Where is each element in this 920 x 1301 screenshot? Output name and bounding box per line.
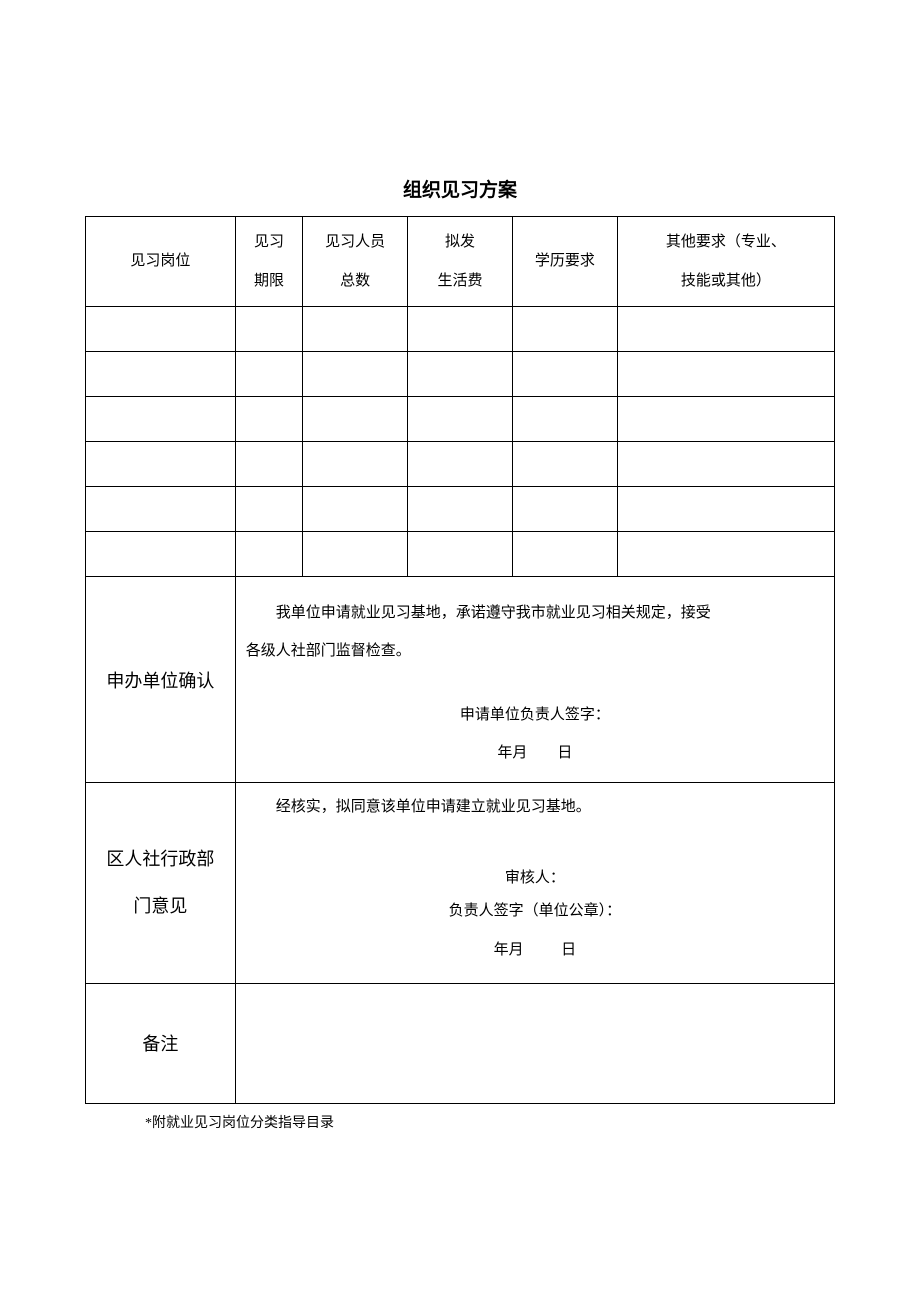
- header-col1: 见习岗位: [86, 217, 236, 307]
- cell: [408, 397, 513, 442]
- confirm-text1: 我单位申请就业见习基地，承诺遵守我市就业见习相关规定，接受: [246, 595, 824, 633]
- confirm-ym: 年月: [497, 745, 527, 761]
- header-col2-line2: 期限: [254, 273, 284, 289]
- spacer: [246, 670, 824, 697]
- cell: [303, 487, 408, 532]
- cell: [303, 532, 408, 577]
- cell: [235, 442, 302, 487]
- data-row: [86, 307, 835, 352]
- cell: [408, 487, 513, 532]
- header-col4-line1: 拟发: [445, 234, 475, 250]
- header-col2: 见习 期限: [235, 217, 302, 307]
- cell: [512, 307, 617, 352]
- header-col2-line1: 见习: [254, 234, 284, 250]
- cell: [617, 397, 834, 442]
- cell: [512, 532, 617, 577]
- header-col3: 见习人员 总数: [303, 217, 408, 307]
- remark-content: [235, 983, 834, 1103]
- cell: [512, 397, 617, 442]
- opinion-reviewer: 审核人：: [246, 862, 824, 895]
- confirm-label: 申办单位确认: [86, 577, 236, 783]
- header-col3-line2: 总数: [340, 273, 370, 289]
- data-row: [86, 442, 835, 487]
- form-table: 见习岗位 见习 期限 见习人员 总数 拟发 生活费 学历要求 其他要求（专业、 …: [85, 216, 835, 1104]
- confirm-d: 日: [557, 745, 572, 761]
- footnote: *附就业见习岗位分类指导目录: [85, 1112, 835, 1132]
- cell: [303, 397, 408, 442]
- cell: [86, 442, 236, 487]
- header-col4-line2: 生活费: [437, 273, 482, 289]
- cell: [617, 487, 834, 532]
- cell: [512, 352, 617, 397]
- data-row: [86, 532, 835, 577]
- opinion-date: 年月 日: [246, 928, 824, 973]
- opinion-sign: 负责人签字（单位公章）：: [246, 895, 824, 928]
- page-title: 组织见习方案: [85, 175, 835, 202]
- cell: [617, 352, 834, 397]
- cell: [86, 307, 236, 352]
- remark-row: 备注: [86, 983, 835, 1103]
- remark-label: 备注: [86, 983, 236, 1103]
- header-col6-line2: 技能或其他）: [681, 273, 771, 289]
- cell: [86, 352, 236, 397]
- cell: [512, 487, 617, 532]
- document-page: 组织见习方案 见习岗位 见习 期限 见习人员 总数 拟发 生活费 学历要: [0, 0, 920, 1132]
- data-row: [86, 487, 835, 532]
- cell: [303, 352, 408, 397]
- confirm-sign: 申请单位负责人签字：: [246, 697, 824, 735]
- header-col6: 其他要求（专业、 技能或其他）: [617, 217, 834, 307]
- spacer: [246, 824, 824, 862]
- cell: [512, 442, 617, 487]
- cell: [235, 487, 302, 532]
- opinion-ym: 年月: [494, 942, 524, 958]
- opinion-d: 日: [561, 942, 576, 958]
- header-col3-line1: 见习人员: [325, 234, 385, 250]
- header-col6-line1: 其他要求（专业、: [666, 234, 786, 250]
- cell: [408, 532, 513, 577]
- opinion-text1: 经核实，拟同意该单位申请建立就业见习基地。: [246, 791, 824, 824]
- opinion-label: 区人社行政部 门意见: [86, 783, 236, 984]
- cell: [617, 307, 834, 352]
- opinion-row: 区人社行政部 门意见 经核实，拟同意该单位申请建立就业见习基地。 审核人： 负责…: [86, 783, 835, 984]
- header-col4: 拟发 生活费: [408, 217, 513, 307]
- opinion-label-l1: 区人社行政部: [106, 849, 214, 869]
- data-row: [86, 352, 835, 397]
- opinion-label-l2: 门意见: [133, 896, 187, 916]
- cell: [235, 532, 302, 577]
- cell: [408, 442, 513, 487]
- cell: [408, 307, 513, 352]
- header-col5: 学历要求: [512, 217, 617, 307]
- cell: [303, 442, 408, 487]
- confirm-row: 申办单位确认 我单位申请就业见习基地，承诺遵守我市就业见习相关规定，接受 各级人…: [86, 577, 835, 783]
- confirm-date: 年月 日: [246, 735, 824, 773]
- cell: [235, 352, 302, 397]
- cell: [235, 307, 302, 352]
- cell: [86, 532, 236, 577]
- opinion-content: 经核实，拟同意该单位申请建立就业见习基地。 审核人： 负责人签字（单位公章）： …: [235, 783, 834, 984]
- confirm-text2: 各级人社部门监督检查。: [246, 633, 824, 671]
- cell: [408, 352, 513, 397]
- cell: [86, 487, 236, 532]
- cell: [303, 307, 408, 352]
- cell: [617, 442, 834, 487]
- cell: [617, 532, 834, 577]
- data-row: [86, 397, 835, 442]
- header-row: 见习岗位 见习 期限 见习人员 总数 拟发 生活费 学历要求 其他要求（专业、 …: [86, 217, 835, 307]
- cell: [86, 397, 236, 442]
- cell: [235, 397, 302, 442]
- confirm-content: 我单位申请就业见习基地，承诺遵守我市就业见习相关规定，接受 各级人社部门监督检查…: [235, 577, 834, 783]
